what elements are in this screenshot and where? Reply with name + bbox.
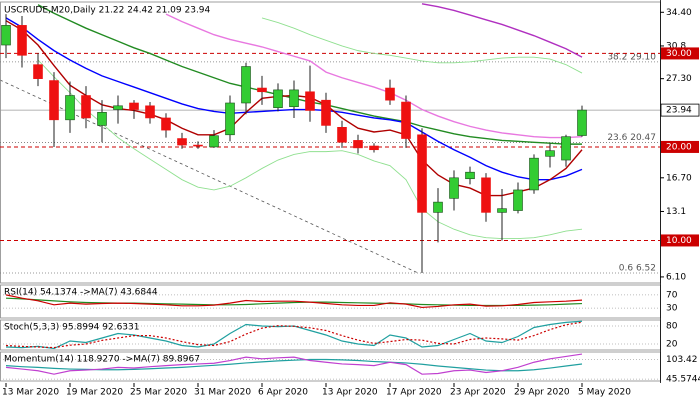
candle-body	[449, 177, 459, 199]
candle-body	[417, 134, 427, 213]
candle-body	[289, 89, 299, 108]
candle-body	[33, 64, 43, 79]
level-label: 10.00	[666, 236, 692, 246]
candle-body	[465, 171, 475, 180]
candle-body	[209, 135, 219, 148]
y-tick-label: 30	[666, 304, 678, 314]
y-tick-label: 27.30	[666, 74, 692, 84]
moving-average	[165, 13, 583, 139]
y-tick-label: 16.70	[666, 173, 692, 183]
candle-body	[241, 66, 251, 104]
candle-body	[225, 102, 235, 136]
x-tick-label: 13 Mar 2020	[2, 388, 59, 398]
indicator-title: Momentum(14) 118.9270 ->MA(7) 89.8967	[4, 355, 200, 365]
candle-body	[81, 95, 91, 119]
indicator-line	[5, 353, 583, 375]
x-tick-label: 25 Mar 2020	[130, 388, 187, 398]
fib-label: 0.6 6.52	[619, 263, 656, 273]
last-price-box	[660, 103, 700, 117]
candle-body	[353, 140, 363, 149]
candle-body	[49, 80, 59, 121]
candle-body	[17, 25, 27, 56]
y-tick-label: 6.10	[666, 272, 686, 282]
moving-average	[261, 17, 583, 74]
candle-body	[577, 109, 587, 136]
fib-label: 38.2 29.10	[607, 52, 656, 62]
indicator-line	[5, 294, 583, 309]
y-tick-label: 45.5744	[666, 375, 700, 385]
candle-body	[321, 99, 331, 126]
x-tick-label: 31 Mar 2020	[194, 388, 251, 398]
y-tick-label: 30.8	[666, 41, 686, 51]
candle-body	[177, 138, 187, 146]
y-tick-label: 20	[666, 340, 678, 350]
candle-body	[145, 105, 155, 119]
x-tick-label: 5 May 2020	[578, 388, 631, 398]
moving-average	[37, 59, 583, 240]
level-box	[661, 47, 699, 60]
indicator-title: Stoch(5,3,3) 95.8994 92.6331	[4, 323, 139, 333]
level-label: 30.00	[666, 49, 692, 59]
candle-body	[545, 150, 555, 157]
candle-body	[273, 89, 283, 108]
x-tick-label: 19 Mar 2020	[66, 388, 123, 398]
candle-body	[529, 157, 539, 191]
candle-body	[305, 91, 315, 111]
candle-body	[481, 177, 491, 213]
candle-body	[369, 145, 379, 151]
y-tick-label: 13.1	[666, 207, 686, 217]
y-tick-label: 70	[666, 290, 678, 300]
candle-body	[161, 117, 171, 131]
candle-body	[561, 136, 571, 161]
candle-body	[401, 101, 411, 139]
indicator-line	[5, 321, 583, 349]
indicator-title: RSI(14) 54.1374 ->MA(7) 43.6844	[4, 288, 158, 298]
y-tick-label: 34.40	[666, 8, 692, 18]
level-box	[661, 234, 699, 247]
x-tick-label: 17 Apr 2020	[386, 388, 442, 398]
indicator-line	[5, 358, 583, 372]
candle-body	[257, 87, 267, 93]
candle-body	[97, 112, 107, 126]
candle-body	[129, 102, 139, 110]
candle-body	[337, 127, 347, 143]
trend-line	[0, 79, 419, 274]
indicator-line	[5, 297, 583, 307]
candle-body	[113, 105, 123, 110]
y-tick-label: 80	[666, 322, 678, 332]
level-box	[661, 140, 699, 153]
moving-average	[421, 3, 583, 58]
candle-body	[433, 201, 443, 213]
x-tick-label: 6 Apr 2020	[258, 388, 308, 398]
candle-body	[385, 87, 395, 101]
x-tick-label: 29 Apr 2020	[514, 388, 570, 398]
level-label: 20.00	[666, 142, 692, 152]
candle-body	[193, 144, 203, 147]
candle-body	[65, 95, 75, 121]
x-tick-label: 13 Apr 2020	[322, 388, 378, 398]
candle-body	[497, 208, 507, 213]
last-price-label: 23.94	[666, 106, 692, 116]
x-tick-label: 23 Apr 2020	[450, 388, 506, 398]
chart-title: USCRUDE,M20,Daily 21.22 24.42 21.09 23.9…	[4, 6, 211, 16]
candle-body	[1, 25, 11, 46]
y-tick-label: 103.42	[666, 355, 698, 365]
fib-label: 23.6 20.47	[607, 133, 656, 143]
candle-body	[513, 189, 523, 211]
